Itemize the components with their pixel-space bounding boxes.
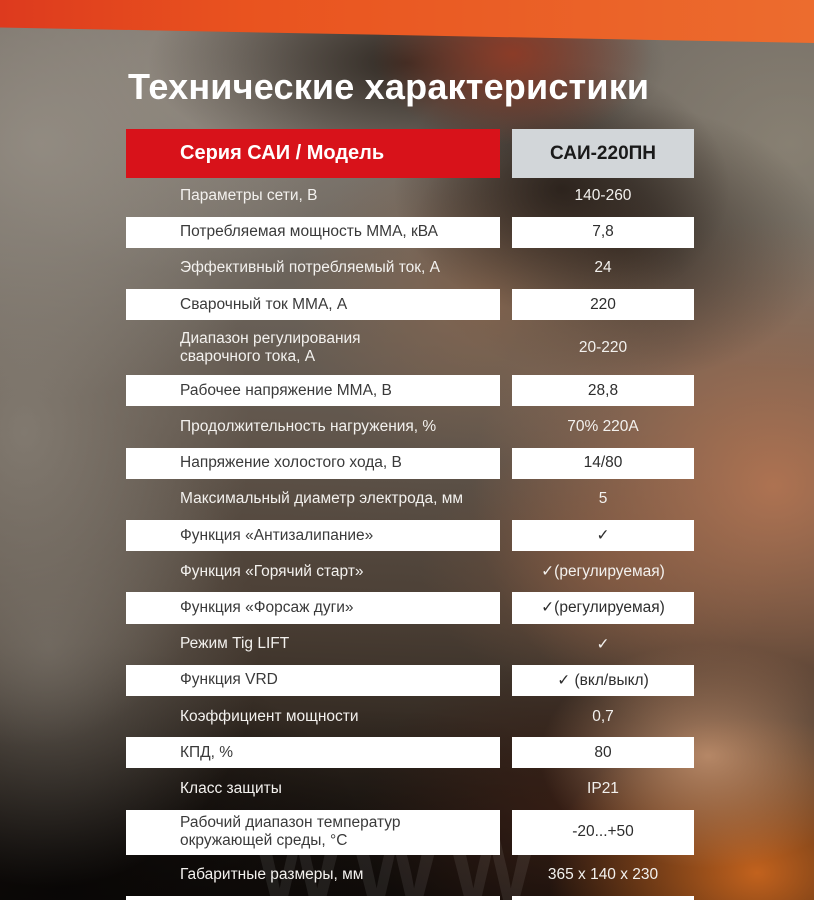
spec-value: 7,8 [512, 216, 694, 248]
spec-value: IP21 [587, 779, 619, 797]
spec-label: Сварочный ток ММА, А [180, 295, 348, 313]
row-temperature-range: Рабочий диапазон температур окружающей с… [126, 809, 698, 855]
spec-label: Коэффициент мощности [180, 707, 359, 725]
spec-value: 365 x 140 x 230 [547, 866, 659, 884]
spec-label: Максимальный диаметр электрода, мм [180, 490, 464, 508]
row-protection-class: Класс защиты IP21 [126, 771, 698, 807]
table-header-row: Серия САИ / Модель САИ-220ПН [126, 129, 698, 178]
spec-label: Диапазон регулирования [180, 329, 361, 347]
spec-value: ✓ [512, 520, 694, 552]
spec-value: 80 [512, 737, 694, 769]
row-open-circuit-voltage: Напряжение холостого хода, В 14/80 [126, 447, 698, 479]
spec-label: Напряжение холостого хода, В [180, 454, 402, 472]
row-duty-cycle: Продолжительность нагружения, % 70% 220А [126, 409, 698, 445]
table-header-model: САИ-220ПН [512, 129, 694, 178]
row-tig-lift: Режим Tig LIFT ✓ [126, 626, 698, 662]
row-effective-current: Эффективный потребляемый ток, А 24 [126, 250, 698, 286]
row-vrd: Функция VRD ✓ (вкл/выкл) [126, 664, 698, 696]
spec-label: Рабочий диапазон температур [180, 814, 401, 831]
spec-label: Функция VRD [180, 671, 278, 689]
spec-value: 20-220 [578, 338, 628, 356]
spec-value: ✓ (вкл/выкл) [512, 664, 694, 696]
spec-label: Потребляемая мощность ММА, кВА [180, 223, 438, 241]
spec-value [512, 895, 694, 900]
spec-label-line2: сварочного тока, А [180, 347, 316, 365]
spec-label: Габаритные размеры, мм [180, 866, 364, 884]
spec-label: Функция «Горячий старт» [180, 562, 364, 580]
spec-label: Эффективный потребляемый ток, А [180, 259, 440, 277]
row-dimensions: Габаритные размеры, мм 365 x 140 x 230 [126, 857, 698, 893]
spec-value: 14/80 [512, 447, 694, 479]
spec-label: Рабочее напряжение ММА, В [180, 381, 392, 399]
spec-label: КПД, % [180, 743, 234, 761]
spec-value: ✓(регулируемая) [541, 563, 665, 581]
spec-value: 5 [598, 490, 608, 508]
row-mains-voltage: Параметры сети, В 140-260 [126, 178, 698, 214]
row-arc-force: Функция «Форсаж дуги» ✓(регулируемая) [126, 592, 698, 624]
spec-value: 220 [512, 289, 694, 321]
spec-label: Функция «Форсаж дуги» [180, 598, 354, 616]
spec-label: Продолжительность нагружения, % [180, 418, 437, 436]
spec-table: Серия САИ / Модель САИ-220ПН Параметры с… [126, 129, 698, 900]
spec-label-line2: окружающей среды, °С [180, 832, 348, 849]
spec-value: 0,7 [592, 707, 614, 725]
row-power-consumption: Потребляемая мощность ММА, кВА 7,8 [126, 216, 698, 248]
row-current-range: Диапазон регулирования сварочного тока, … [126, 323, 698, 373]
page-title: Технические характеристики [128, 66, 650, 107]
spec-value: ✓(регулируемая) [512, 592, 694, 624]
row-efficiency: КПД, % 80 [126, 737, 698, 769]
table-header-series: Серия САИ / Модель [126, 129, 500, 178]
row-hot-start: Функция «Горячий старт» ✓(регулируемая) [126, 554, 698, 590]
spec-value: 24 [594, 259, 612, 277]
row-welding-current: Сварочный ток ММА, А 220 [126, 289, 698, 321]
row-electrode-diameter: Максимальный диаметр электрода, мм 5 [126, 481, 698, 517]
row-anti-stick: Функция «Антизалипание» ✓ [126, 520, 698, 552]
spec-label: Функция «Антизалипание» [180, 526, 374, 544]
spec-value: 70% 220А [567, 418, 639, 436]
spec-value: 140-260 [574, 187, 632, 205]
spec-value: -20...+50 [512, 809, 694, 855]
spec-label: Класс защиты [180, 779, 282, 797]
spec-label: Режим Tig LIFT [180, 635, 290, 653]
spec-value: 28,8 [512, 375, 694, 407]
spec-value: ✓ [596, 635, 610, 653]
row-power-factor: Коэффициент мощности 0,7 [126, 698, 698, 734]
row-partial [126, 895, 698, 900]
spec-label: Параметры сети, В [180, 187, 318, 205]
row-working-voltage: Рабочее напряжение ММА, В 28,8 [126, 375, 698, 407]
